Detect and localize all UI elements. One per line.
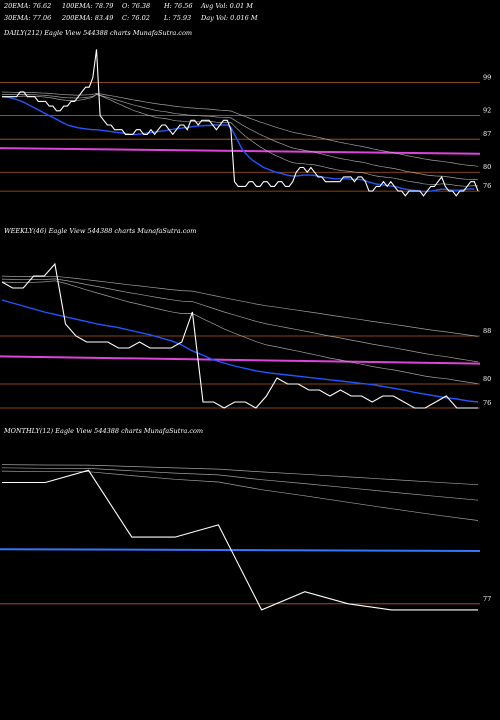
weekly-tick-label-0: 88 xyxy=(483,327,491,335)
weekly-slow-ema-line-2 xyxy=(1,275,479,337)
daily-tick-label-2: 87 xyxy=(483,130,491,138)
low-label: L: 75.93 xyxy=(164,14,192,22)
dayvol-label: Day Vol: 0.016 M xyxy=(201,14,258,22)
daily-tick-label-3: 80 xyxy=(483,163,491,171)
open-label: O: 76.38 xyxy=(122,2,151,10)
close-label: C: 76.02 xyxy=(122,14,150,22)
weekly-reference-line xyxy=(0,355,481,365)
daily-slow-ema-line-2 xyxy=(1,91,479,167)
weekly-fast-ema-line xyxy=(1,299,479,403)
monthly-reference-line xyxy=(0,548,481,553)
avgvol-label: Avg Vol: 0.01 M xyxy=(201,2,253,10)
daily-fast-ema-line xyxy=(1,96,475,193)
daily-tick-label-1: 92 xyxy=(483,107,491,115)
daily-chart-title: DAILY(212) Eagle View 544388 charts Muna… xyxy=(4,29,193,37)
daily-tick-label-0: 99 xyxy=(483,74,491,82)
monthly-slow-ema-line-2 xyxy=(1,464,479,486)
ema200-label: 200EMA: 83.49 xyxy=(62,14,114,22)
daily-slow-ema-line-1 xyxy=(1,94,479,181)
monthly-slow-ema-line-0 xyxy=(1,470,479,521)
monthly-price-line xyxy=(2,469,478,611)
ema20-label: 20EMA: 76.62 xyxy=(4,2,52,10)
weekly-slow-ema-line-1 xyxy=(1,278,479,363)
weekly-tick-label-2: 76 xyxy=(483,399,491,407)
weekly-price-line xyxy=(1,262,478,409)
daily-price-line xyxy=(2,49,479,197)
daily-slow-ema-line-0 xyxy=(2,93,479,187)
weekly-tick-label-1: 80 xyxy=(483,375,491,383)
weekly-chart-title: WEEKLY(46) Eagle View 544388 charts Muna… xyxy=(4,227,197,235)
monthly-chart-title: MONTHLY(12) Eagle View 544388 charts Mun… xyxy=(4,427,204,435)
ema100-label: 100EMA: 78.79 xyxy=(62,2,114,10)
monthly-tick-label-0: 77 xyxy=(483,595,491,603)
monthly-slow-ema-line-1 xyxy=(1,467,479,501)
daily-tick-label-4: 76 xyxy=(483,182,491,190)
ema30-label: 30EMA: 77.06 xyxy=(4,14,52,22)
high-label: H: 76.56 xyxy=(164,2,193,10)
daily-reference-line xyxy=(0,147,481,155)
weekly-slow-ema-line-0 xyxy=(1,280,479,385)
